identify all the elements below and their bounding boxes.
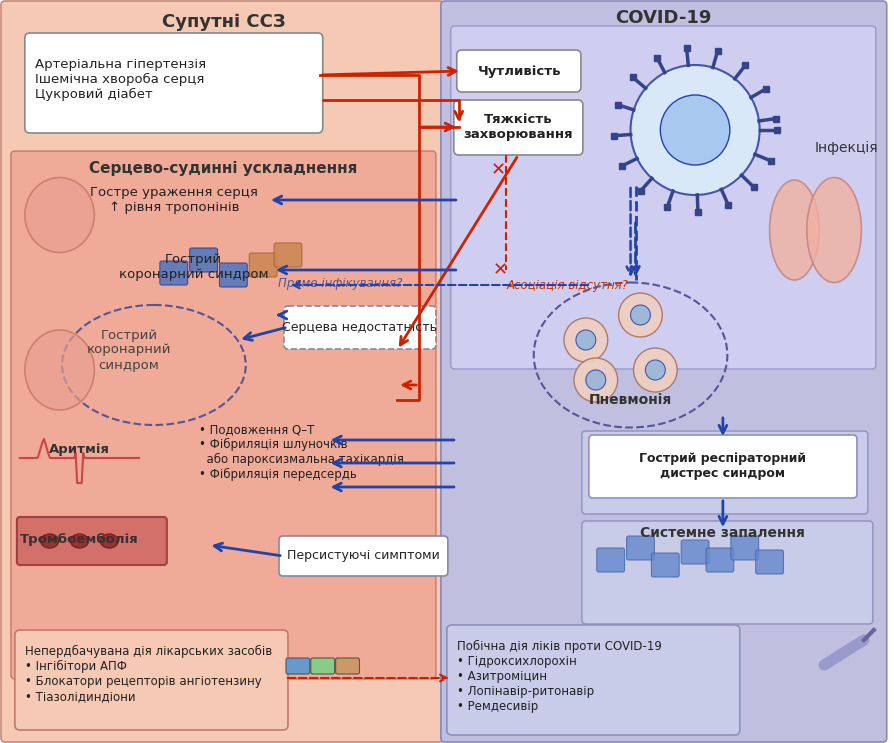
Text: Пряме інфікування?: Пряме інфікування?	[278, 276, 402, 290]
Text: Гострий
коронарний
синдром: Гострий коронарний синдром	[87, 328, 172, 372]
FancyBboxPatch shape	[652, 553, 679, 577]
Text: Персистуючі симптоми: Персистуючі симптоми	[287, 550, 440, 562]
Text: Побічна дія ліків проти COVID-19
• Гідроксихлорохін
• Азитроміцин
• Лопінавір-ри: Побічна дія ліків проти COVID-19 • Гідро…	[457, 640, 662, 713]
Circle shape	[661, 95, 730, 165]
Text: Асоціація відсутня?: Асоціація відсутня?	[506, 279, 628, 291]
Text: Тяжкість
захворювання: Тяжкість захворювання	[463, 113, 573, 141]
FancyBboxPatch shape	[441, 1, 887, 742]
Circle shape	[586, 370, 606, 390]
FancyBboxPatch shape	[1, 1, 443, 742]
Text: ✕: ✕	[493, 261, 508, 279]
FancyBboxPatch shape	[627, 536, 654, 560]
FancyBboxPatch shape	[582, 521, 873, 624]
FancyBboxPatch shape	[190, 248, 217, 272]
FancyBboxPatch shape	[730, 536, 759, 560]
Text: Системне запалення: Системне запалення	[640, 526, 805, 540]
FancyBboxPatch shape	[335, 658, 359, 674]
Ellipse shape	[41, 534, 59, 548]
Text: Серцево-судинні ускладнення: Серцево-судинні ускладнення	[89, 160, 358, 175]
FancyBboxPatch shape	[311, 658, 334, 674]
Text: Тромбоемболія: Тромбоемболія	[20, 533, 139, 547]
Text: Гострий
коронарний синдром: Гострий коронарний синдром	[119, 253, 268, 281]
Text: Супутні ССЗ: Супутні ССЗ	[162, 13, 285, 31]
Ellipse shape	[25, 178, 95, 253]
FancyBboxPatch shape	[25, 33, 323, 133]
FancyBboxPatch shape	[286, 658, 310, 674]
FancyBboxPatch shape	[451, 26, 876, 369]
FancyBboxPatch shape	[219, 263, 248, 287]
FancyBboxPatch shape	[284, 306, 436, 349]
FancyBboxPatch shape	[447, 625, 739, 735]
Text: Пневмонія: Пневмонія	[589, 393, 672, 407]
FancyBboxPatch shape	[457, 50, 581, 92]
Ellipse shape	[71, 534, 89, 548]
Ellipse shape	[806, 178, 862, 282]
FancyBboxPatch shape	[249, 253, 277, 277]
Text: Інфекція: Інфекція	[814, 141, 878, 155]
Circle shape	[630, 65, 760, 195]
Text: Аритмія: Аритмія	[49, 444, 110, 456]
Text: Гострий респіраторний
дистрес синдром: Гострий респіраторний дистрес синдром	[639, 452, 806, 480]
Ellipse shape	[770, 180, 819, 280]
Circle shape	[630, 305, 651, 325]
Circle shape	[645, 360, 665, 380]
Circle shape	[574, 358, 618, 402]
FancyBboxPatch shape	[274, 243, 302, 267]
Text: Артеріальна гіпертензія
Ішемічна хвороба серця
Цукровий діабет: Артеріальна гіпертензія Ішемічна хвороба…	[35, 58, 206, 101]
FancyBboxPatch shape	[681, 540, 709, 564]
FancyBboxPatch shape	[589, 435, 857, 498]
FancyBboxPatch shape	[755, 550, 783, 574]
Circle shape	[564, 318, 608, 362]
Text: Чутливість: Чутливість	[477, 65, 561, 77]
Circle shape	[634, 348, 678, 392]
Text: COVID-19: COVID-19	[615, 9, 712, 27]
FancyBboxPatch shape	[597, 548, 625, 572]
Text: Серцева недостатність: Серцева недостатність	[282, 320, 437, 334]
FancyBboxPatch shape	[454, 100, 583, 155]
Text: • Подовження Q–T
• Фібриляція шлуночків
  або пароксизмальна тахікардія
• Фібрил: • Подовження Q–T • Фібриляція шлуночків …	[198, 423, 403, 481]
Text: Непердбачувана дія лікарських засобів
• Інгібітори АПФ
• Блокатори рецепторів ан: Непердбачувана дія лікарських засобів • …	[25, 645, 272, 703]
FancyBboxPatch shape	[15, 630, 288, 730]
Text: Гостре ураження серця
↑ рівня тропонінів: Гостре ураження серця ↑ рівня тропонінів	[89, 186, 257, 214]
Ellipse shape	[25, 330, 95, 410]
Circle shape	[576, 330, 595, 350]
FancyBboxPatch shape	[279, 536, 448, 576]
Circle shape	[619, 293, 662, 337]
Text: ✕: ✕	[491, 161, 506, 179]
FancyBboxPatch shape	[17, 517, 167, 565]
FancyBboxPatch shape	[706, 548, 734, 572]
FancyBboxPatch shape	[160, 261, 188, 285]
Ellipse shape	[100, 534, 118, 548]
FancyBboxPatch shape	[11, 151, 436, 679]
FancyBboxPatch shape	[582, 431, 868, 514]
